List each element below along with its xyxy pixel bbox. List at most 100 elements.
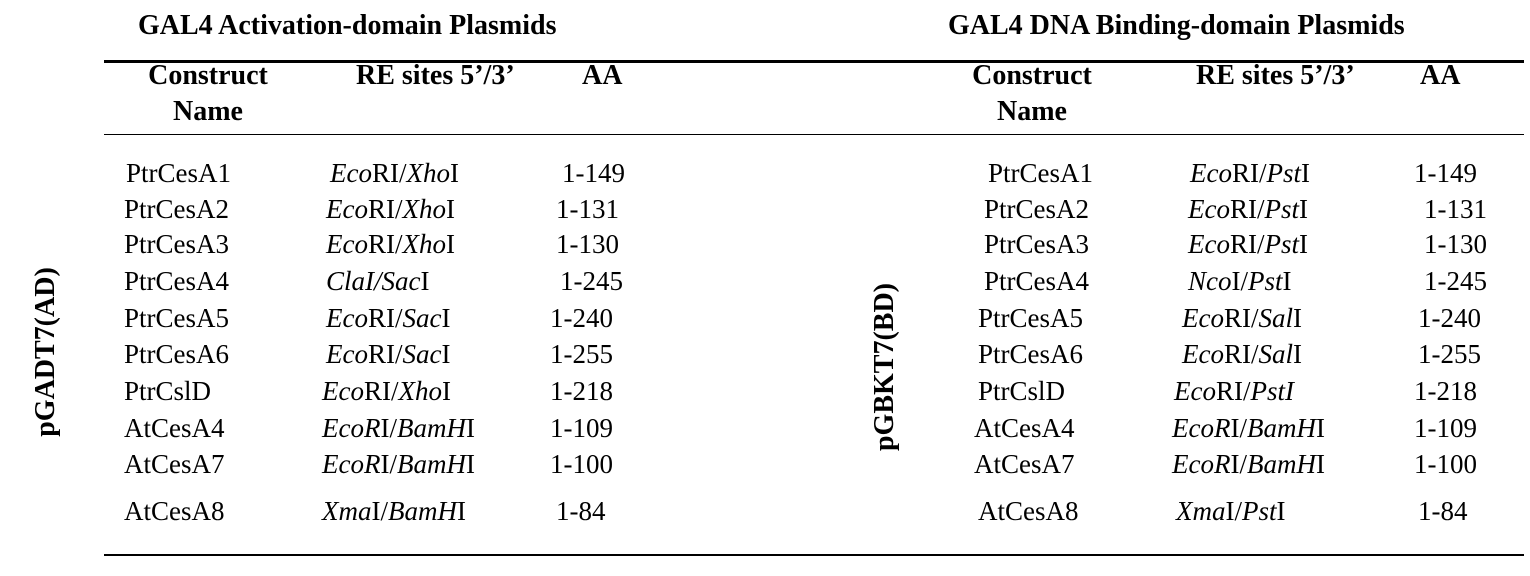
re-enzyme-5-suffix: RI/ [367,339,403,369]
aa-range: 1-100 [1414,449,1477,479]
construct-name: PtrCesA2 [984,194,1090,224]
left-side-label: pGADT7(AD) [30,267,61,437]
right-header-re-sites: RE sites 5’/3’ [1196,60,1355,91]
re-sites-cell: EcoRI/XhoI [330,158,459,189]
right-header-construct-line2: Name [997,96,1067,127]
re-enzyme-3-suffix: I [457,496,466,526]
re-enzyme-5-suffix: RI/ [1223,303,1259,333]
re-enzyme-3-suffix: I [446,229,455,259]
re-enzyme-3-italic: Xho [398,376,443,406]
re-enzyme-5-italic: EcoR [1172,413,1231,443]
re-enzyme-3-suffix: I [465,449,475,479]
aa-range: 1-240 [1418,303,1481,333]
re-enzyme-5-italic: Eco [326,339,368,369]
re-enzyme-5-italic: Eco [322,376,364,406]
re-sites-cell: EcoRI/BamHI [1172,413,1325,444]
re-enzyme-3-italic: Xho [406,158,451,188]
re-enzyme-3-italic: Sac [381,266,421,296]
bottom-rule [104,554,1524,556]
re-enzyme-3-suffix: I [1301,158,1311,188]
re-sites-cell: XmaI/PstI [1176,496,1286,527]
re-enzyme-5-italic: Nco [1188,266,1232,296]
re-enzyme-3-suffix: I [1315,449,1325,479]
re-sites-cell: EcoRI/SacI [326,303,450,334]
re-enzyme-5-suffix: RI/ [367,194,403,224]
re-enzyme-5-italic: Xma [1176,496,1226,526]
re-enzyme-3-italic: Sal [1258,339,1294,369]
re-sites-cell: EcoRI/SalI [1182,339,1302,370]
re-enzyme-3-italic: Pst [1266,158,1302,188]
re-sites-cell: EcoRI/PstI [1188,229,1308,260]
re-sites-cell: EcoRI/BamHI [1172,449,1325,480]
re-sites-cell: EcoRI/XhoI [326,229,455,260]
right-header-construct-line1: Construct [972,60,1092,91]
re-enzyme-3-italic: Pst [1264,194,1300,224]
re-enzyme-3-italic: Sal [1258,303,1294,333]
construct-name: AtCesA7 [974,449,1075,479]
construct-name: AtCesA8 [978,496,1079,526]
re-enzyme-3-suffix: I [441,339,451,369]
re-sites-cell: EcoRI/PstI [1174,376,1294,407]
left-header-re-sites: RE sites 5’/3’ [356,60,515,91]
construct-name: PtrCesA3 [984,229,1090,259]
right-table-title: GAL4 DNA Binding-domain Plasmids [948,10,1405,41]
re-enzyme-5-suffix: RI/ [1231,158,1267,188]
aa-range: 1-84 [556,496,606,526]
right-header-aa: AA [1420,60,1461,91]
re-enzyme-5-italic: Eco [1182,339,1224,369]
aa-range: 1-109 [1414,413,1477,443]
re-enzyme-3-italic: Sac [402,339,442,369]
construct-name: AtCesA7 [124,449,225,479]
aa-range: 1-245 [1424,266,1487,296]
re-enzyme-3-italic: Pst [1264,229,1300,259]
re-enzyme-3-suffix: I [1276,496,1286,526]
re-enzyme-5-italic: Xma [322,496,372,526]
re-enzyme-5-suffix: RI/ [367,229,403,259]
re-enzyme-3-suffix: I [1293,339,1303,369]
re-enzyme-3-suffix: I [450,158,459,188]
re-enzyme-3-italic: BamH [1246,413,1316,443]
aa-range: 1-240 [550,303,613,333]
re-enzyme-5-italic: Eco [1188,229,1230,259]
aa-range: 1-218 [550,376,613,406]
re-enzyme-3-suffix: I [1315,413,1325,443]
construct-name: AtCesA4 [974,413,1075,443]
re-sites-cell: EcoRI/XhoI [322,376,451,407]
re-sites-cell: EcoRI/SalI [1182,303,1302,334]
right-side-label: pGBKT7(BD) [869,282,900,452]
re-enzyme-5-italic: Eco [1188,194,1230,224]
re-enzyme-5-italic: Eco [326,229,368,259]
re-enzyme-5-italic: Eco [1182,303,1224,333]
aa-range: 1-255 [1418,339,1481,369]
re-enzyme-5-suffix: RI/ [1223,339,1259,369]
aa-range: 1-218 [1414,376,1477,406]
right-header-construct: Construct Name [952,60,1112,128]
aa-range: 1-131 [556,194,619,224]
construct-name: PtrCslD [978,376,1066,406]
re-sites-cell: EcoRI/BamHI [322,413,475,444]
construct-name: PtrCesA5 [978,303,1084,333]
re-enzyme-5-suffix: RI/ [363,376,399,406]
construct-name: PtrCesA6 [124,339,230,369]
re-enzyme-5-italic: Eco [326,194,368,224]
construct-name: PtrCesA4 [124,266,230,296]
aa-range: 1-149 [1414,158,1477,188]
re-enzyme-3-italic: BamH [396,413,466,443]
re-enzyme-5-italic: Eco [326,303,368,333]
re-enzyme-3-italic: PstI [1250,376,1295,406]
re-sites-cell: EcoRI/PstI [1190,158,1310,189]
re-enzyme-5-italic: Eco [1174,376,1216,406]
left-table-title: GAL4 Activation-domain Plasmids [138,10,557,41]
left-header-construct-line2: Name [173,96,243,127]
re-enzyme-3-italic: Pst [1242,496,1277,526]
re-enzyme-5-italic: EcoR [1172,449,1231,479]
aa-range: 1-130 [1424,229,1487,259]
re-enzyme-5-italic: Eco [330,158,372,188]
re-enzyme-3-suffix: I [420,266,430,296]
re-enzyme-3-suffix: I [441,303,451,333]
re-sites-cell: XmaI/BamHI [322,496,466,527]
re-enzyme-5-suffix: I/ [1231,266,1249,296]
aa-range: 1-245 [560,266,623,296]
construct-name: PtrCesA4 [984,266,1090,296]
construct-name: PtrCesA6 [978,339,1084,369]
